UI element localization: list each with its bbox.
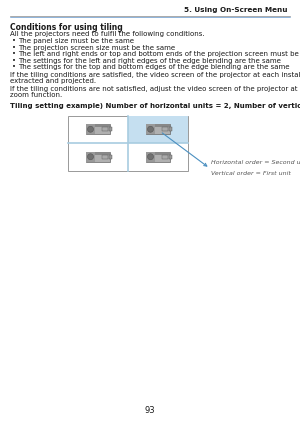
Bar (162, 127, 168, 131)
Text: All the projectors need to fulfil the following conditions.: All the projectors need to fulfil the fo… (10, 31, 205, 37)
Bar (86, 124, 95, 134)
Text: The projection screen size must be the same: The projection screen size must be the s… (18, 44, 175, 50)
Bar (109, 127, 112, 131)
Bar (102, 127, 108, 131)
Text: extracted and projected.: extracted and projected. (10, 78, 96, 84)
Bar (86, 152, 95, 162)
Text: •: • (12, 44, 16, 50)
Bar (86, 152, 110, 155)
Circle shape (88, 126, 94, 132)
Bar (102, 155, 108, 159)
Text: •: • (12, 64, 16, 70)
Text: If the tiling conditions are satisfied, the video screen of the projector at eac: If the tiling conditions are satisfied, … (10, 71, 300, 77)
Bar (162, 155, 168, 159)
Bar (86, 124, 110, 127)
Bar (146, 152, 170, 162)
Circle shape (148, 154, 154, 160)
Text: zoom function.: zoom function. (10, 92, 62, 98)
Text: Tiling setting example) Number of horizontal units = 2, Number of vertical units: Tiling setting example) Number of horizo… (10, 102, 300, 109)
Bar (146, 124, 170, 127)
Text: The left and right ends or top and bottom ends of the projection screen must be : The left and right ends or top and botto… (18, 51, 300, 57)
Text: The settings for the left and right edges of the edge blending are the same: The settings for the left and right edge… (18, 58, 281, 63)
Bar (146, 124, 155, 134)
Text: •: • (12, 38, 16, 44)
Text: The panel size must be the same: The panel size must be the same (18, 38, 134, 44)
Text: •: • (12, 51, 16, 57)
Bar (146, 124, 170, 134)
Bar (169, 127, 172, 131)
Text: Vertical order = First unit: Vertical order = First unit (211, 170, 291, 176)
Bar (68, 115, 188, 170)
Bar (128, 115, 188, 143)
Circle shape (88, 154, 94, 160)
Text: Horizontal order = Second unit: Horizontal order = Second unit (211, 159, 300, 165)
Text: If the tiling conditions are not satisfied, adjust the video screen of the proje: If the tiling conditions are not satisfi… (10, 85, 300, 91)
Bar (169, 155, 172, 159)
Bar (146, 152, 170, 155)
Text: Conditions for using tiling: Conditions for using tiling (10, 23, 123, 32)
Circle shape (148, 126, 154, 132)
Text: The settings for the top and bottom edges of the edge blending are the same: The settings for the top and bottom edge… (18, 64, 290, 70)
Bar (86, 152, 110, 162)
Text: 5. Using On-Screen Menu: 5. Using On-Screen Menu (184, 7, 288, 13)
Text: •: • (12, 58, 16, 63)
Bar (86, 124, 110, 134)
Bar (109, 155, 112, 159)
Bar (146, 152, 155, 162)
Text: 93: 93 (145, 406, 155, 415)
